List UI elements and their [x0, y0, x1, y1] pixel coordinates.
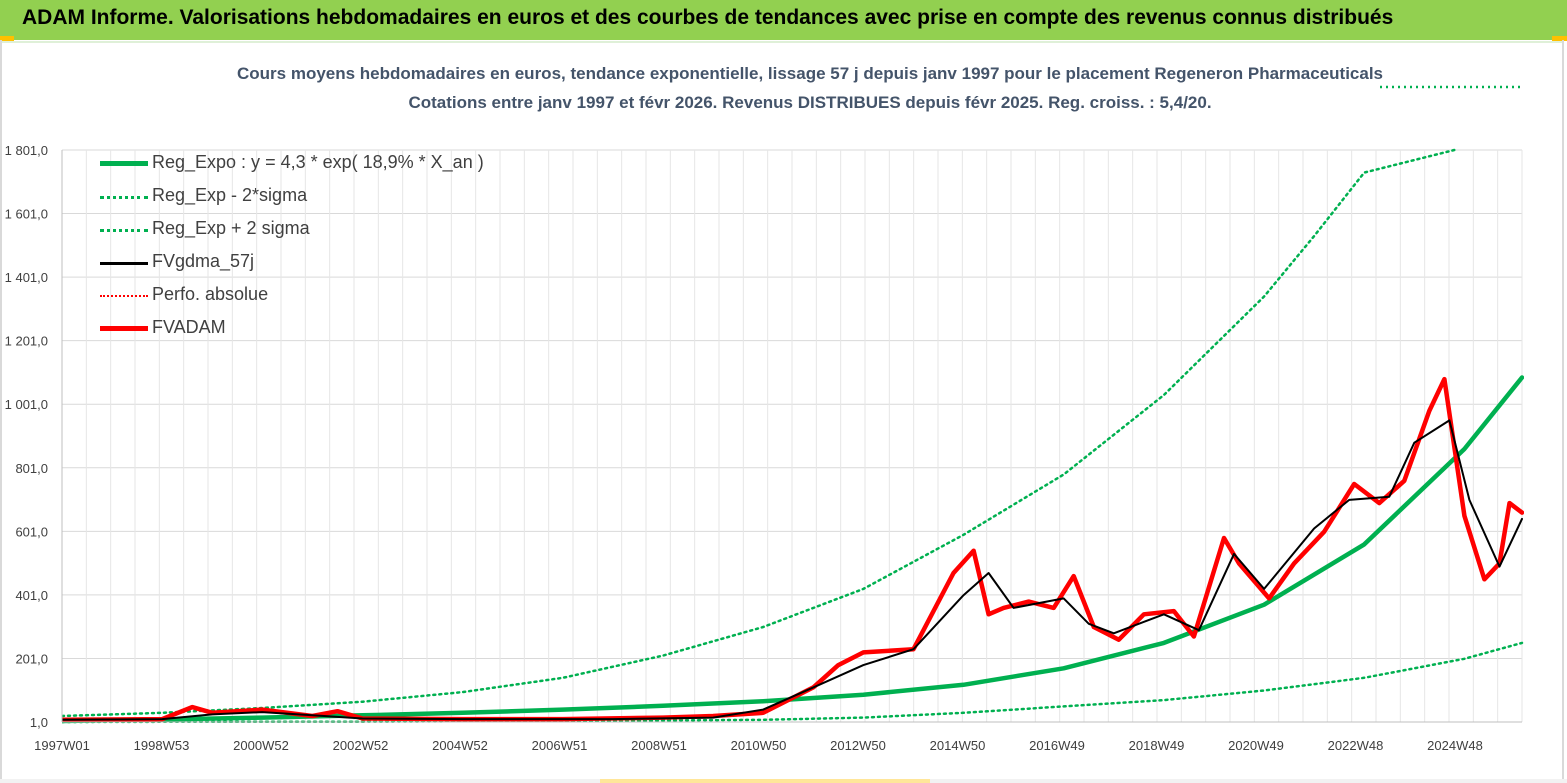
x-tick-label: 2024W48 [1427, 738, 1483, 753]
legend-swatch-perfo-absolue [100, 295, 148, 297]
x-tick-label: 2008W51 [631, 738, 687, 753]
x-tick-label: 2018W49 [1129, 738, 1185, 753]
header-banner: ADAM Informe. Valorisations hebdomadaire… [0, 0, 1567, 40]
x-tick-label: 2002W52 [333, 738, 389, 753]
series-line-3 [62, 419, 1523, 721]
y-tick-label: 1 801,0 [5, 143, 48, 158]
x-tick-label: 2004W52 [432, 738, 488, 753]
y-tick-label: 1 001,0 [5, 397, 48, 412]
legend-item-fvadam: FVADAM [100, 317, 520, 341]
accent-left [0, 36, 14, 41]
y-tick-label: 201,0 [15, 651, 48, 666]
x-tick-label: 2016W49 [1029, 738, 1085, 753]
legend-swatch-reg-exp-plus [100, 229, 148, 232]
legend-swatch-reg-exp-minus [100, 196, 148, 199]
y-tick-label: 601,0 [15, 524, 48, 539]
legend-swatch-reg-expo [100, 161, 148, 166]
accent-right [1552, 36, 1567, 41]
chart-subtitle: Cotations entre janv 1997 et févr 2026. … [408, 93, 1212, 112]
y-tick-label: 1 601,0 [5, 207, 48, 222]
x-tick-label: 2012W50 [830, 738, 886, 753]
bottom-accent [600, 779, 930, 783]
legend-swatch-fvadam [100, 326, 148, 331]
y-tick-label: 1 401,0 [5, 270, 48, 285]
legend-item-reg-exp-plus: Reg_Exp + 2 sigma [100, 218, 520, 242]
series-line-2 [62, 148, 1456, 718]
legend-label-perfo-absolue: Perfo. absolue [152, 284, 269, 304]
legend-label-reg-expo: Reg_Expo : y = 4,3 * exp( 18,9% * X_an ) [152, 152, 484, 172]
legend-item-reg-exp-minus: Reg_Exp - 2*sigma [100, 185, 520, 209]
chart-title: Cours moyens hebdomadaires en euros, ten… [236, 64, 1383, 83]
x-tick-label: 2014W50 [930, 738, 986, 753]
y-tick-label: 1,0 [30, 715, 48, 730]
x-tick-label: 2006W51 [532, 738, 588, 753]
legend-label-reg-exp-plus: Reg_Exp + 2 sigma [152, 218, 310, 238]
legend-item-fvgdma: FVgdma_57j [100, 251, 520, 275]
x-tick-label: 2020W49 [1228, 738, 1284, 753]
x-tick-label: 1997W01 [34, 738, 90, 753]
legend-item-perfo-absolue: Perfo. absolue [100, 284, 520, 308]
legend-label-fvadam: FVADAM [152, 317, 226, 337]
y-tick-label: 1 201,0 [5, 334, 48, 349]
y-tick-label: 801,0 [15, 461, 48, 476]
x-tick-label: 1998W53 [134, 738, 190, 753]
x-tick-label: 2000W52 [233, 738, 289, 753]
legend-item-reg-expo: Reg_Expo : y = 4,3 * exp( 18,9% * X_an ) [100, 152, 520, 176]
frame-right [1562, 40, 1564, 783]
x-tick-label: 2022W48 [1328, 738, 1384, 753]
frame-left [0, 40, 2, 783]
legend-label-fvgdma: FVgdma_57j [152, 251, 255, 271]
y-tick-label: 401,0 [15, 588, 48, 603]
x-tick-label: 2010W50 [731, 738, 787, 753]
banner-title: ADAM Informe. Valorisations hebdomadaire… [22, 6, 1394, 29]
legend-swatch-fvgdma [100, 262, 148, 265]
legend-label-reg-exp-minus: Reg_Exp - 2*sigma [152, 185, 308, 205]
separator-line [2, 41, 1562, 43]
